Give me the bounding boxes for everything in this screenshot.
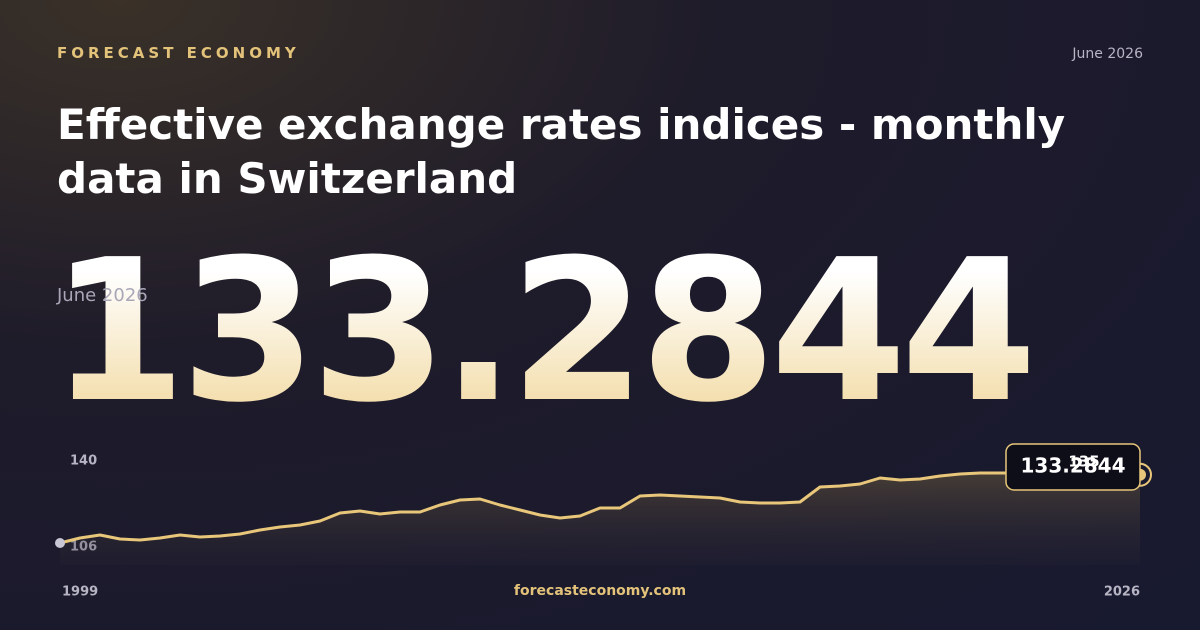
- x-tick-label: 1999: [62, 585, 98, 600]
- line: [59, 469, 1141, 545]
- y-tick-label: 140: [70, 454, 97, 469]
- brand: FORECAST ECONOMY: [57, 44, 300, 62]
- callout-box: [1005, 443, 1141, 491]
- date: June 2026: [1072, 46, 1143, 62]
- start-point: [55, 538, 65, 548]
- footer: forecasteconomy.com: [513, 583, 687, 599]
- x-tick-label: 2026: [1104, 585, 1140, 600]
- title: Effective exchange rates indices - month…: [57, 100, 1066, 203]
- headline-value: 133.2844: [50, 218, 1037, 446]
- area: [60, 471, 1140, 565]
- headline-date: June 2026: [57, 285, 148, 306]
- callout-value: 133.2844: [1020, 454, 1125, 478]
- max-label: 135: [1068, 453, 1099, 471]
